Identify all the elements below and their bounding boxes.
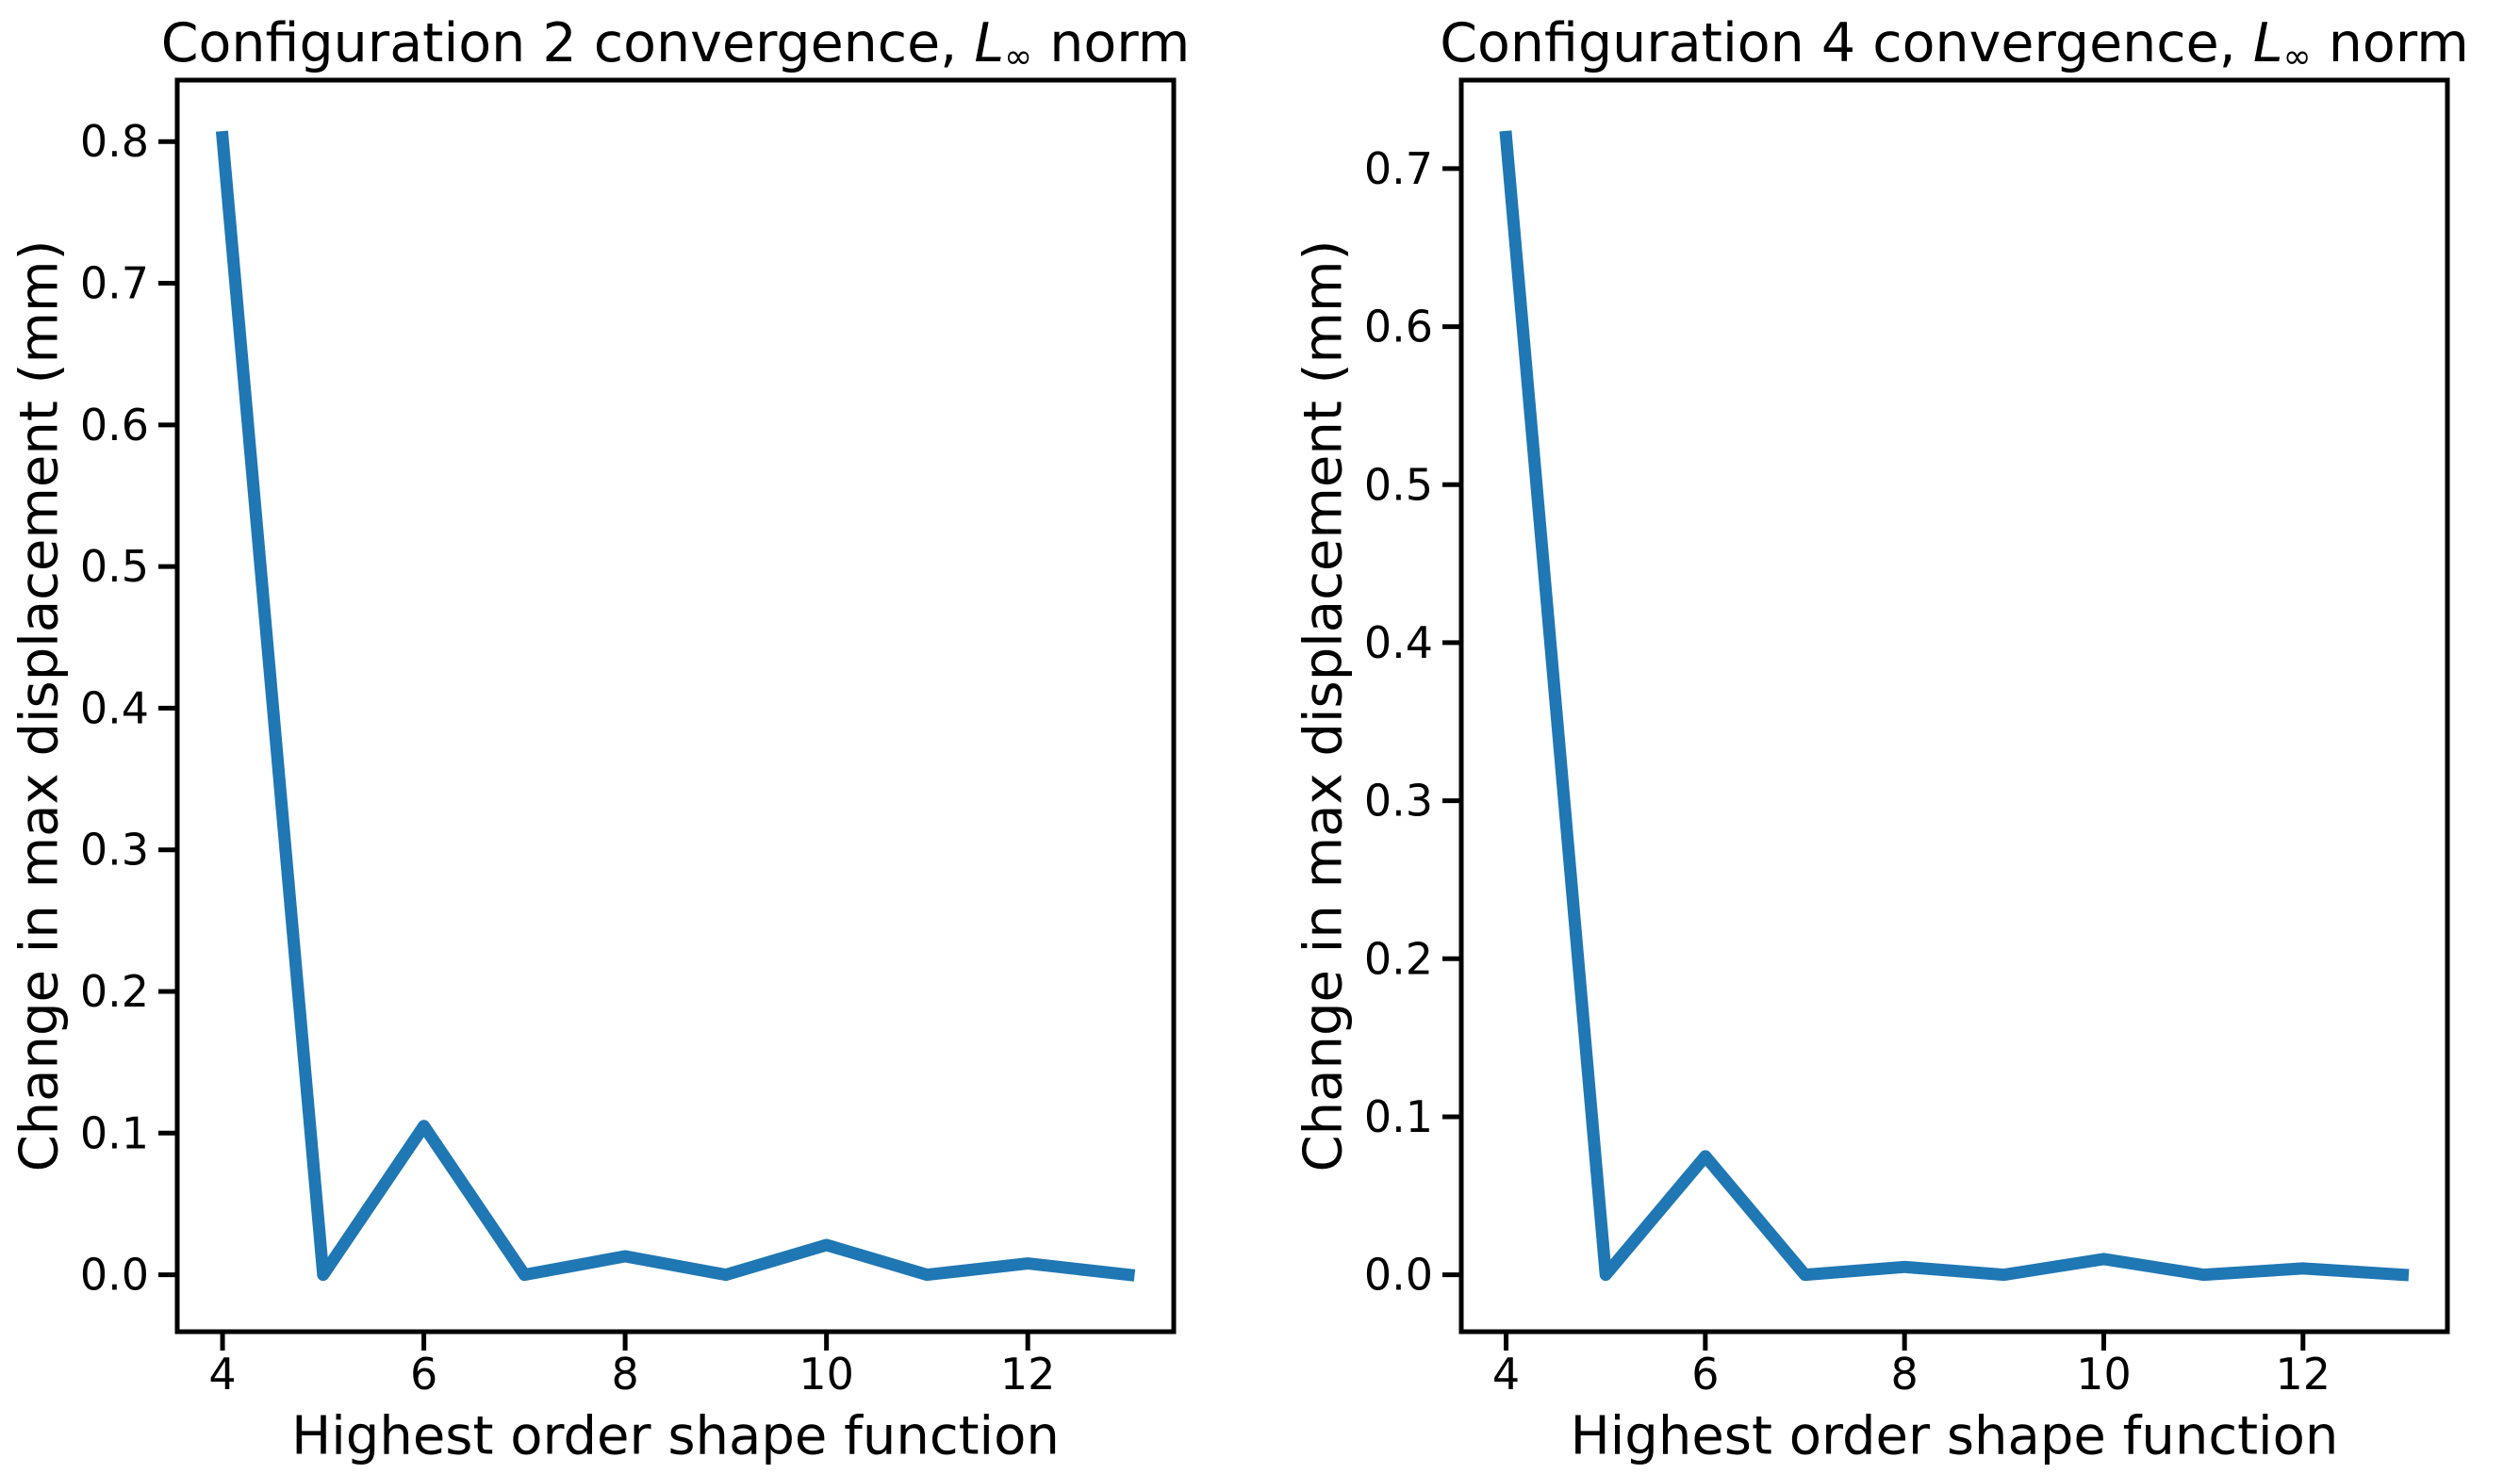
chart-title-subscript-infinity: ∞ [2283, 38, 2312, 76]
x-axis-label: Highest order shape function [1571, 1406, 2339, 1467]
data-line [215, 130, 1136, 1282]
x-tick-label: 4 [1492, 1349, 1520, 1400]
x-axis-label: Highest order shape function [291, 1406, 1060, 1467]
y-tick-label: 0.3 [1364, 776, 1433, 827]
chart-title: Configuration 4 convergence, L∞ norm [1440, 12, 2469, 76]
y-tick-label: 0.2 [1364, 933, 1433, 984]
y-tick-label: 0.3 [80, 825, 149, 876]
y-tick-label: 0.5 [80, 541, 149, 592]
y-tick-label: 0.7 [1364, 143, 1433, 194]
chart-title-math-var: L [974, 12, 1004, 74]
chart-title-prefix: Configuration 2 convergence, [161, 12, 975, 74]
y-axis-label: Change in max displacement (mm) [9, 240, 71, 1172]
y-tick-label: 0.0 [1364, 1250, 1433, 1301]
y-tick-label: 0.1 [80, 1107, 149, 1158]
x-tick-label: 10 [2076, 1349, 2132, 1400]
chart-title: Configuration 2 convergence, L∞ norm [161, 12, 1191, 76]
x-tick-label: 8 [1891, 1349, 1919, 1400]
subplot-configuration-4: 4 6 8 10 12 0.0 0.1 0.2 0.3 0.4 0.5 0.6 0.7 Configura… [1293, 12, 2469, 1467]
x-tick-label: 12 [2276, 1349, 2331, 1400]
x-tick-label: 8 [611, 1349, 638, 1400]
chart-title-suffix: norm [1032, 12, 1190, 74]
chart-title-subscript-infinity: ∞ [1004, 38, 1032, 76]
axes-frame [1458, 77, 2450, 1335]
y-tick-label: 0.8 [80, 116, 149, 167]
y-tick-label: 0.5 [1364, 459, 1433, 510]
chart-title-prefix: Configuration 4 convergence, [1440, 12, 2253, 74]
x-tick-label: 6 [1691, 1349, 1719, 1400]
chart-title-suffix: norm [2312, 12, 2469, 74]
y-tick-label: 0.7 [80, 258, 149, 309]
axes-frame [174, 77, 1177, 1335]
data-line [1499, 130, 2410, 1282]
chart-title-math-var: L [2253, 12, 2283, 74]
subplot-configuration-2: 4 6 8 10 12 0.0 0.1 0.2 0.3 0.4 0.5 0.6 0.7 0.8Config… [9, 12, 1191, 1467]
y-axis-label: Change in max displacement (mm) [1293, 240, 1355, 1172]
y-tick-label: 0.4 [80, 682, 149, 733]
x-tick-label: 4 [208, 1349, 236, 1400]
y-tick-label: 0.6 [1364, 302, 1433, 352]
y-tick-label: 0.6 [80, 400, 149, 450]
y-tick-label: 0.2 [80, 966, 149, 1017]
y-tick-label: 0.1 [1364, 1091, 1433, 1142]
y-tick-label: 0.4 [1364, 617, 1433, 668]
x-tick-label: 6 [410, 1349, 437, 1400]
y-tick-label: 0.0 [80, 1250, 149, 1301]
x-tick-label: 10 [799, 1349, 854, 1400]
x-tick-label: 12 [1000, 1349, 1056, 1400]
